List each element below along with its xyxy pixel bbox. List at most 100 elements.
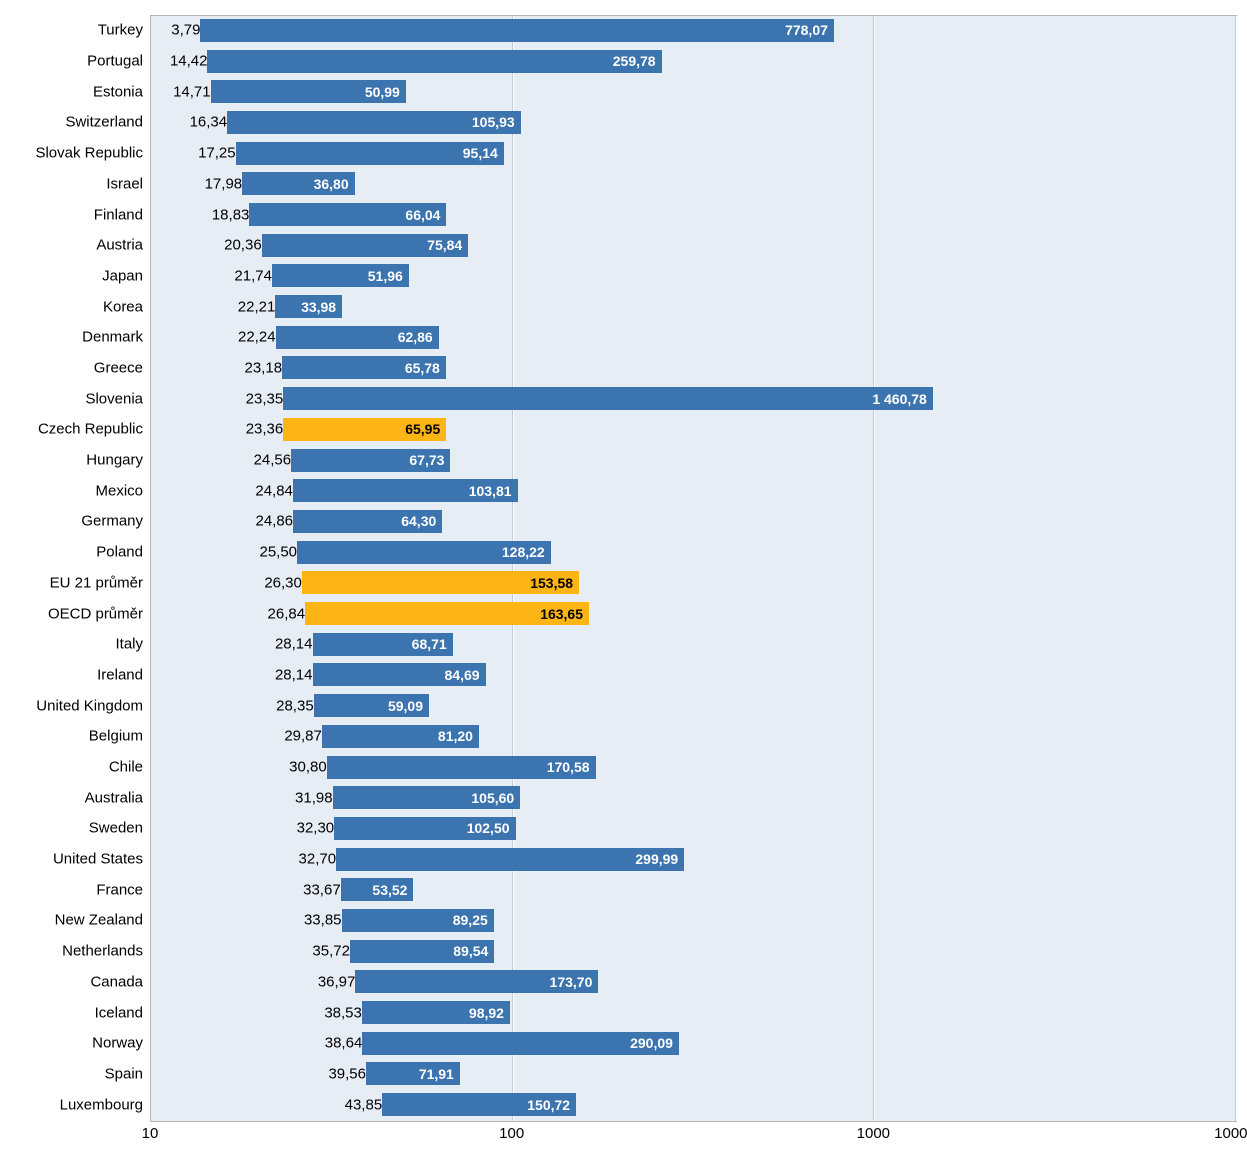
chart-row: Japan51,9621,74 [0,261,1247,292]
bar: 103,81 [293,479,518,502]
country-label: Spain [105,1065,143,1082]
bar-end-value: 64,30 [401,513,436,529]
bar-start-value: 21,74 [234,267,276,284]
bar-end-value: 71,91 [419,1066,454,1082]
bar-end-value: 95,14 [463,145,498,161]
chart-row: Estonia50,9914,71 [0,76,1247,107]
bar-start-value: 20,36 [224,237,266,254]
bar-end-value: 33,98 [301,299,336,315]
bar-start-value: 25,50 [259,544,301,561]
chart-row: Italy68,7128,14 [0,629,1247,660]
country-label: OECD průměr [48,605,143,622]
bar: 98,92 [362,1001,510,1024]
bar: 84,69 [313,663,486,686]
chart-row: France53,5233,67 [0,874,1247,905]
bar: 259,78 [207,50,661,73]
bar: 163,65 [305,602,589,625]
chart-row: Poland 128,22 25,50 [0,537,1247,568]
chart-row: Mexico 103,8124,84 [0,475,1247,506]
bar: 150,72 [382,1093,576,1116]
bar-end-value: 62,86 [398,329,433,345]
country-label: Slovak Republic [35,145,143,162]
horizontal-bar-chart: 10100100010000Turkey778,073,79Portugal25… [0,0,1247,1155]
bar: 1 460,78 [283,387,933,410]
bar-end-value: 150,72 [527,1097,570,1113]
country-label: New Zealand [55,912,143,929]
bar: 102,50 [334,817,515,840]
country-label: Mexico [95,482,143,499]
bar-start-value: 3,79 [171,22,204,39]
country-label: Portugal [87,53,143,70]
chart-row: Norway290,0938,64 [0,1028,1247,1059]
bar-end-value: 128,22 [502,544,545,560]
chart-row: Luxembourg150,7243,85 [0,1089,1247,1120]
x-tick-label: 100 [499,1125,524,1142]
bar-start-value: 33,85 [304,912,346,929]
x-tick-label: 10000 [1214,1125,1247,1142]
country-label: Czech Republic [38,421,143,438]
bar: 33,98 [275,295,342,318]
bar-end-value: 65,95 [405,421,440,437]
bar-end-value: 105,60 [471,790,514,806]
bar-end-value: 65,78 [405,360,440,376]
chart-row: Iceland98,9238,53 [0,997,1247,1028]
bar: 778,07 [200,19,833,42]
bar: 62,86 [276,326,439,349]
country-label: United States [53,851,143,868]
bar: 153,58 [302,571,579,594]
bar: 105,60 [333,786,521,809]
bar: 170,58 [327,756,596,779]
bar: 81,20 [322,725,479,748]
bar-start-value: 24,84 [255,482,297,499]
country-label: Denmark [82,329,143,346]
country-label: Greece [94,359,143,376]
bar-start-value: 17,25 [198,145,240,162]
country-label: Austria [96,237,143,254]
bar-start-value: 16,34 [190,114,232,131]
bar: 89,54 [350,940,494,963]
country-label: Iceland [95,1004,143,1021]
x-tick-label: 10 [142,1125,159,1142]
bar: 65,95 [283,418,446,441]
chart-row: Denmark 62,86 22,24 [0,322,1247,353]
bar-start-value: 33,67 [303,881,345,898]
country-label: EU 21 průměr [50,574,143,591]
chart-row: Hungary67,7324,56 [0,445,1247,476]
bar-start-value: 23,18 [245,359,287,376]
bar-start-value: 14,42 [170,53,212,70]
bar-end-value: 81,20 [438,728,473,744]
chart-row: Korea33,9822,21 [0,291,1247,322]
country-label: Slovenia [85,390,143,407]
bar: 75,84 [262,234,469,257]
bar: 290,09 [362,1032,679,1055]
bar-end-value: 778,07 [785,22,828,38]
chart-row: EU 21 průměr153,5826,30 [0,568,1247,599]
chart-row: Turkey 778,07 3,79 [0,15,1247,46]
country-label: Poland [96,544,143,561]
chart-row: Portugal 259,7814,42 [0,46,1247,77]
chart-row: Chile170,5830,80 [0,752,1247,783]
bar-start-value: 36,97 [318,973,360,990]
country-label: Turkey [98,22,143,39]
country-label: Chile [109,759,143,776]
bar: 71,91 [366,1062,460,1085]
bar-start-value: 23,36 [246,421,288,438]
bar-end-value: 51,96 [368,268,403,284]
chart-row: Israel36,8017,98 [0,168,1247,199]
bar: 36,80 [242,172,354,195]
bar-end-value: 98,92 [469,1005,504,1021]
chart-row: United Kingdom59,0928,35 [0,690,1247,721]
chart-row: Finland 66,04 18,83 [0,199,1247,230]
bar-end-value: 66,04 [405,207,440,223]
bar-start-value: 22,24 [238,329,280,346]
bar-start-value: 31,98 [295,789,337,806]
bar-start-value: 43,85 [345,1096,387,1113]
country-label: Australia [85,789,143,806]
country-label: United Kingdom [36,697,143,714]
bar-start-value: 18,83 [212,206,254,223]
country-label: Sweden [89,820,143,837]
bar-end-value: 173,70 [550,974,593,990]
chart-row: Greece 65,78 23,18 [0,353,1247,384]
country-label: Finland [94,206,143,223]
bar: 173,70 [355,970,598,993]
